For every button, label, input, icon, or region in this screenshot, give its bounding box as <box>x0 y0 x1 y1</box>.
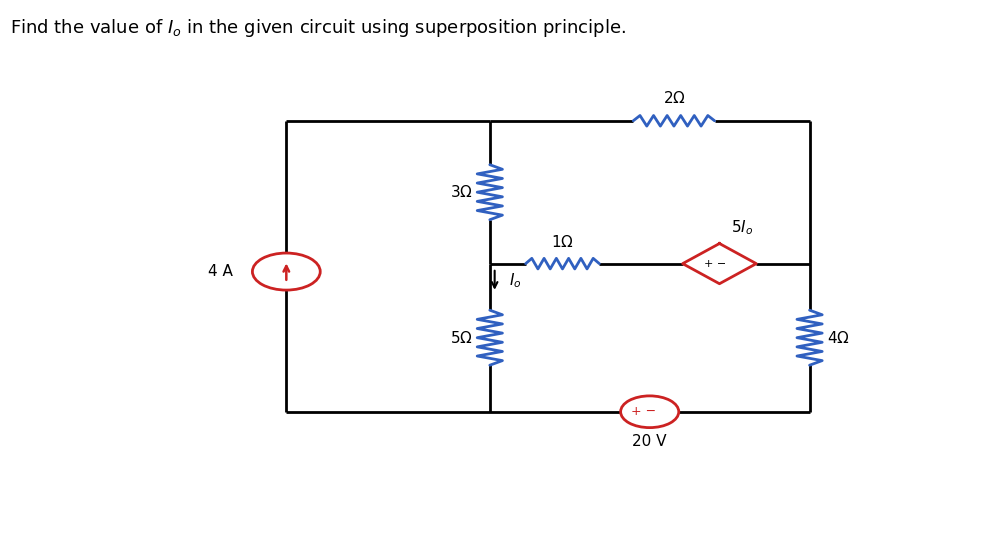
Text: $I_o$: $I_o$ <box>509 271 521 290</box>
Text: + −: + − <box>704 259 726 269</box>
Text: 2$\Omega$: 2$\Omega$ <box>662 90 685 106</box>
Text: 3$\Omega$: 3$\Omega$ <box>450 184 473 200</box>
Text: 4 A: 4 A <box>208 264 233 279</box>
Text: 5$I_o$: 5$I_o$ <box>731 219 753 237</box>
Text: 1$\Omega$: 1$\Omega$ <box>551 234 573 250</box>
Text: 5$\Omega$: 5$\Omega$ <box>450 330 473 345</box>
Text: + −: + − <box>631 405 656 418</box>
Text: Find the value of $I_o$ in the given circuit using superposition principle.: Find the value of $I_o$ in the given cir… <box>10 17 625 39</box>
Text: 20 V: 20 V <box>632 434 667 449</box>
Text: 4$\Omega$: 4$\Omega$ <box>827 330 850 345</box>
